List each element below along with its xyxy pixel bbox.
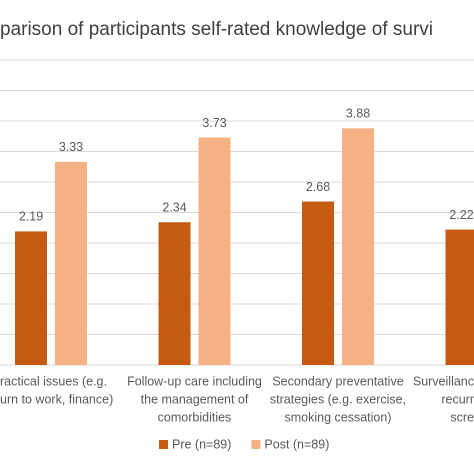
value-label: 2.19 xyxy=(19,210,43,224)
bar xyxy=(198,137,231,365)
x-tick-label: smoking cessation) xyxy=(285,410,392,424)
legend-swatch xyxy=(251,440,261,449)
x-tick-label: comorbidities xyxy=(158,410,232,424)
bar xyxy=(342,128,374,365)
x-tick-label: Secondary preventative xyxy=(272,374,403,388)
x-tick-label: urn to work, finance) xyxy=(0,392,113,406)
value-label: 2.34 xyxy=(162,201,186,215)
value-label: 2.68 xyxy=(306,180,330,194)
bar xyxy=(158,222,191,365)
bar xyxy=(445,229,474,365)
x-tick-label: Surveillanc xyxy=(413,374,474,388)
x-tick-label: strategies (e.g. exercise, xyxy=(270,392,406,406)
x-tick-label: the management of xyxy=(141,392,249,406)
value-label: 3.73 xyxy=(202,116,226,130)
x-tick-label: Follow-up care including xyxy=(127,374,262,388)
legend-label: Pre (n=89) xyxy=(172,437,231,451)
value-label: 3.33 xyxy=(59,140,83,154)
value-label: 2.22 xyxy=(449,208,473,222)
legend-label: Post (n=89) xyxy=(264,437,329,451)
legend-swatch xyxy=(159,440,168,449)
x-tick-label: recurr xyxy=(441,392,474,406)
bar xyxy=(15,231,47,365)
bar xyxy=(55,161,87,365)
value-label: 3.88 xyxy=(346,107,370,121)
x-tick-label: scre xyxy=(450,410,474,424)
bar xyxy=(302,201,334,365)
chart-title: parison of participants self-rated knowl… xyxy=(0,19,433,40)
x-tick-label: ractical issues (e.g. xyxy=(0,374,107,388)
